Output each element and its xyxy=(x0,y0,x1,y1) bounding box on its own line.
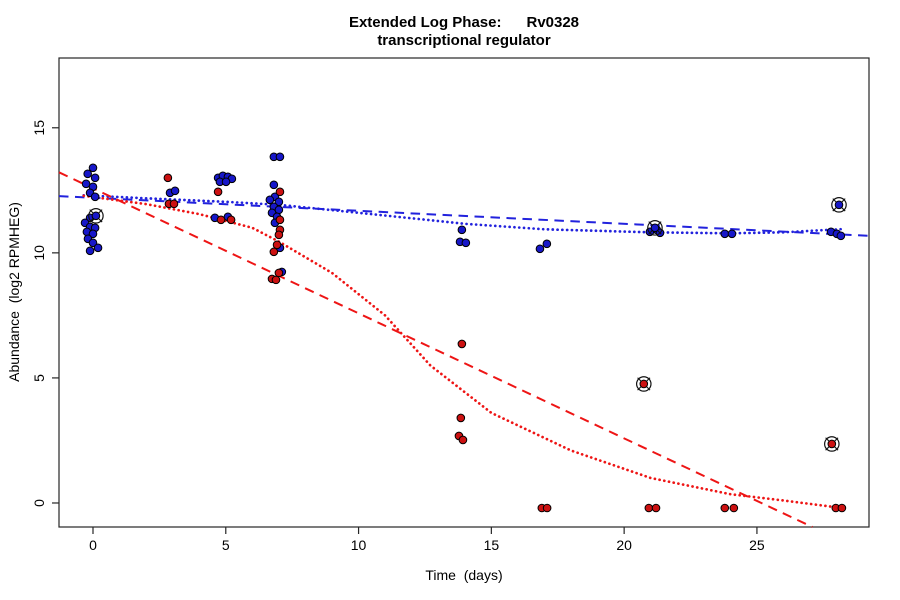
blue-points xyxy=(461,238,471,248)
y-axis-tick-label: 0 xyxy=(31,499,47,507)
red-outlier-points xyxy=(827,439,837,449)
red-points xyxy=(458,435,468,445)
red-points xyxy=(226,215,236,225)
red-points xyxy=(274,230,284,240)
blue-linear-fit-line xyxy=(58,195,870,237)
x-axis-tick-label: 5 xyxy=(222,537,230,553)
blue-outlier-points xyxy=(834,200,844,210)
blue-outlier-points xyxy=(650,223,660,233)
x-axis-tick-label: 25 xyxy=(749,537,765,553)
red-points xyxy=(213,187,223,197)
blue-points xyxy=(542,239,552,249)
blue-outlier-points-ring xyxy=(831,197,847,213)
blue-points xyxy=(535,244,545,254)
red-loess-fit-line xyxy=(82,194,844,510)
red-outlier-points xyxy=(639,379,649,389)
blue-points xyxy=(457,225,467,235)
red-linear-fit-line xyxy=(58,171,813,528)
blue-outlier-points xyxy=(91,211,101,221)
red-points xyxy=(269,247,279,257)
red-points xyxy=(169,199,179,209)
blue-points xyxy=(727,229,737,239)
blue-points xyxy=(275,152,285,162)
blue-points xyxy=(88,229,98,239)
red-outlier-points-ring xyxy=(635,376,652,392)
blue-points xyxy=(88,163,98,173)
red-points xyxy=(456,413,466,423)
plot-title-line1: Extended Log Phase: Rv0328 xyxy=(348,14,580,31)
plot-box xyxy=(58,57,870,528)
blue-points xyxy=(88,238,98,248)
red-points xyxy=(275,215,285,225)
plot-title-line2: transcriptional regulator xyxy=(377,32,551,49)
blue-points xyxy=(836,231,846,241)
red-points xyxy=(275,187,285,197)
blue-points xyxy=(83,169,92,179)
red-points xyxy=(542,503,552,513)
red-points xyxy=(720,503,730,513)
blue-points xyxy=(90,192,100,202)
red-outlier-points-ring xyxy=(824,436,840,452)
blue-points xyxy=(90,173,100,183)
blue-points xyxy=(269,180,279,190)
red-points xyxy=(457,339,467,349)
red-points xyxy=(272,240,282,250)
blue-points xyxy=(720,229,730,239)
y-axis-tick-label: 10 xyxy=(31,245,47,261)
blue-points xyxy=(170,186,180,196)
blue-points xyxy=(93,243,103,253)
y-axis-tick-label: 15 xyxy=(31,120,47,136)
blue-points xyxy=(81,179,91,189)
blue-outlier-points-ring xyxy=(647,220,663,236)
blue-points xyxy=(221,177,231,187)
x-axis-label: Time (days) xyxy=(425,567,503,583)
x-axis-tick-label: 0 xyxy=(89,537,97,553)
blue-points xyxy=(265,195,275,205)
red-points xyxy=(274,268,284,278)
x-axis-tick-label: 20 xyxy=(616,537,632,553)
red-points xyxy=(216,215,226,225)
red-points xyxy=(729,503,739,513)
red-points xyxy=(644,503,654,513)
x-axis-tick-label: 10 xyxy=(351,537,367,553)
blue-outlier-points-ring xyxy=(88,208,104,224)
red-points xyxy=(163,173,173,183)
red-points xyxy=(271,275,281,285)
red-points xyxy=(651,503,661,513)
blue-points xyxy=(85,246,95,256)
red-points xyxy=(837,503,847,513)
blue-loess-fit-line xyxy=(82,193,844,235)
y-axis-tick-label: 5 xyxy=(31,374,47,382)
x-axis-tick-label: 15 xyxy=(484,537,500,553)
